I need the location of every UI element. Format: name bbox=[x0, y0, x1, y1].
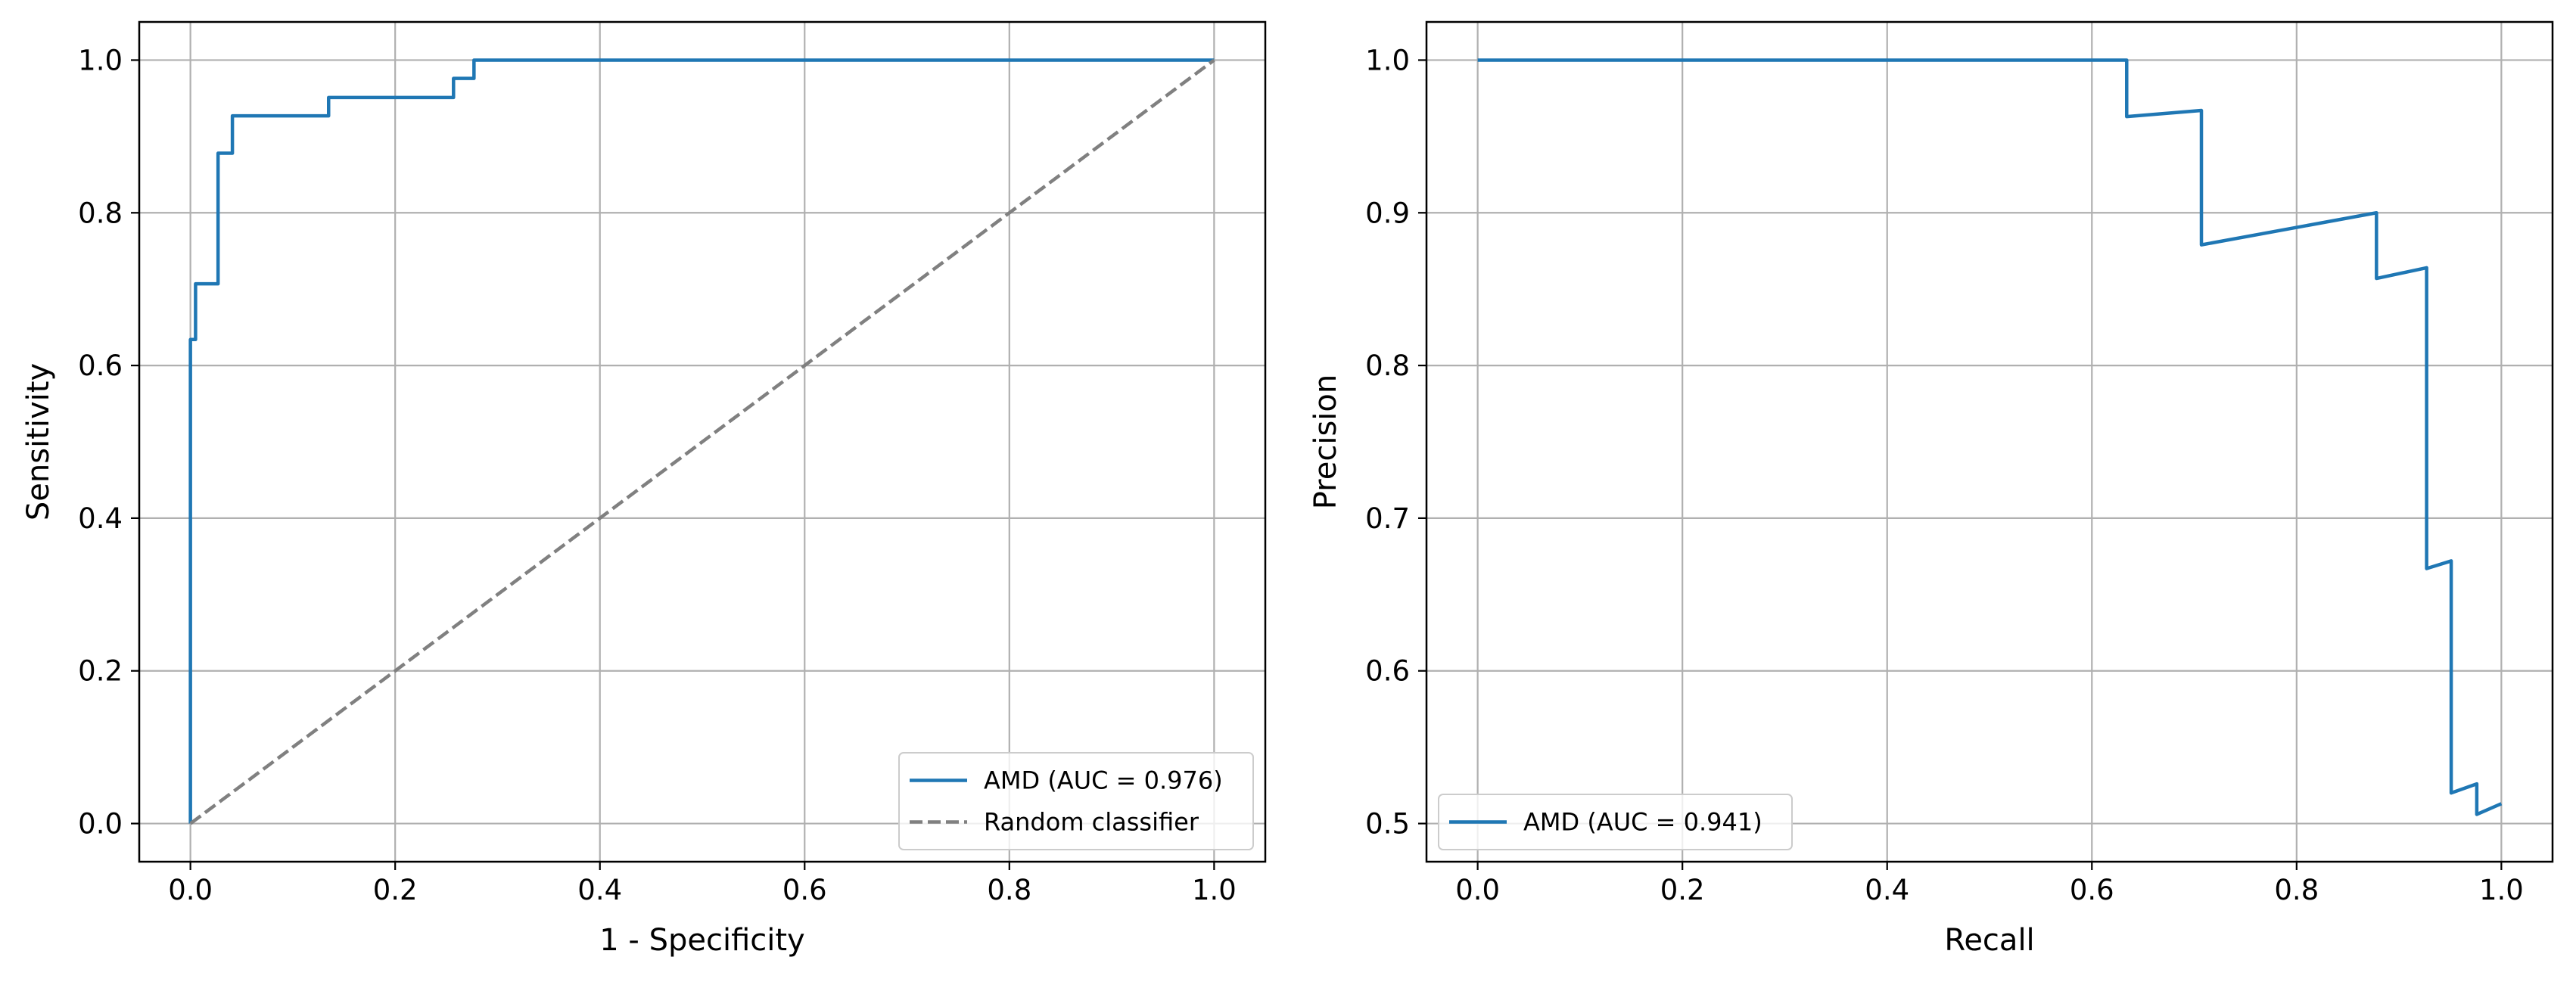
x-tick-label: 0.4 bbox=[577, 874, 622, 906]
y-tick-label: 0.7 bbox=[1365, 502, 1410, 535]
legend-label: AMD (AUC = 0.976) bbox=[984, 766, 1223, 795]
series-line-amd bbox=[188, 58, 1215, 824]
legend: AMD (AUC = 0.976) Random classifier bbox=[898, 752, 1254, 850]
chart-panel-roc: 0.0 0.2 0.4 0.6 0.8 1.0 0.0 0.2 0.4 0.6 0.8 1.0 1 - … bbox=[21, 20, 1267, 958]
y-tick-label: 0.5 bbox=[1365, 808, 1410, 841]
y-tick-label: 1.0 bbox=[78, 44, 123, 76]
x-tick-label: 0.6 bbox=[782, 874, 827, 906]
y-axis-label: Precision bbox=[1308, 374, 1343, 509]
x-tick-label: 1.0 bbox=[1192, 874, 1237, 906]
x-tick-label: 0.2 bbox=[1660, 874, 1705, 906]
legend: AMD (AUC = 0.941) bbox=[1438, 794, 1793, 850]
x-tick-label: 1.0 bbox=[2479, 874, 2524, 906]
x-tick-label: 0.6 bbox=[2070, 874, 2114, 906]
legend-label: Random classifier bbox=[984, 808, 1199, 837]
axes-frame bbox=[1425, 20, 2554, 863]
x-tick-label: 0.8 bbox=[2274, 874, 2319, 906]
x-tick-label: 0.0 bbox=[1455, 874, 1500, 906]
x-axis-label: 1 - Specificity bbox=[599, 923, 804, 958]
y-tick-label: 0.8 bbox=[78, 197, 123, 229]
chart-panel-pr: 0.0 0.2 0.4 0.6 0.8 1.0 0.5 0.6 0.7 0.8 0.9 1.0 Reca… bbox=[1308, 20, 2554, 958]
y-axis-label: Sensitivity bbox=[21, 363, 56, 521]
series-line-amd bbox=[1477, 58, 2503, 816]
x-tick-label: 0.4 bbox=[1865, 874, 1909, 906]
y-tick-label: 0.6 bbox=[1365, 655, 1410, 688]
y-tick-label: 0.4 bbox=[78, 502, 123, 535]
x-tick-label: 0.2 bbox=[373, 874, 418, 906]
x-tick-label: 0.8 bbox=[987, 874, 1031, 906]
series-line-random-classifier bbox=[189, 58, 1215, 825]
legend-box bbox=[898, 752, 1254, 850]
x-tick-label: 0.0 bbox=[168, 874, 213, 906]
y-tick-label: 0.9 bbox=[1365, 197, 1410, 229]
y-tick-label: 0.2 bbox=[78, 655, 123, 688]
y-tick-label: 0.0 bbox=[78, 808, 123, 841]
axes-frame bbox=[138, 20, 1267, 863]
y-tick-label: 0.8 bbox=[1365, 350, 1410, 382]
y-tick-label: 0.6 bbox=[78, 350, 123, 382]
legend-label: AMD (AUC = 0.941) bbox=[1523, 808, 1762, 837]
x-axis-label: Recall bbox=[1944, 923, 2034, 958]
y-tick-label: 1.0 bbox=[1365, 44, 1410, 76]
legend-box bbox=[1438, 794, 1793, 850]
